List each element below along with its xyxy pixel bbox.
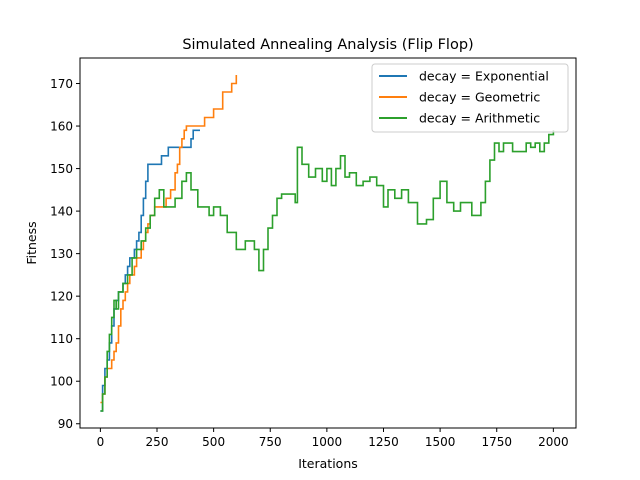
x-tick-label-4: 1000 xyxy=(312,435,343,449)
x-tick-label-3: 750 xyxy=(259,435,282,449)
y-tick-label-6: 150 xyxy=(50,162,73,176)
chart-title: Simulated Annealing Analysis (Flip Flop) xyxy=(182,37,473,53)
x-tick-label-0: 0 xyxy=(97,435,105,449)
y-tick-label-4: 130 xyxy=(50,247,73,261)
y-tick-label-7: 160 xyxy=(50,120,73,134)
x-tick-label-7: 1750 xyxy=(481,435,512,449)
y-tick-label-8: 170 xyxy=(50,77,73,91)
y-tick-label-3: 120 xyxy=(50,290,73,304)
y-tick-label-1: 100 xyxy=(50,375,73,389)
plot-frame xyxy=(79,57,577,429)
x-axis-label: Iterations xyxy=(298,456,358,471)
x-axis-ticks: 0 250 500 750 1000 1250 1500 1750 2000 xyxy=(97,428,569,449)
x-tick-label-2: 500 xyxy=(202,435,225,449)
legend-label-geometric: decay = Geometric xyxy=(419,90,540,105)
legend: decay = Exponential decay = Geometric de… xyxy=(371,63,569,133)
series-line-2 xyxy=(100,130,555,412)
legend-label-exponential: decay = Exponential xyxy=(419,69,549,84)
x-tick-label-6: 1500 xyxy=(425,435,456,449)
series-layer xyxy=(100,75,555,412)
x-tick-label-1: 250 xyxy=(146,435,169,449)
legend-box xyxy=(371,63,569,133)
y-axis-label: Fitness xyxy=(24,221,39,264)
legend-label-arithmetic: decay = Arithmetic xyxy=(419,111,540,126)
x-tick-label-5: 1250 xyxy=(368,435,399,449)
x-tick-label-8: 2000 xyxy=(538,435,569,449)
y-axis-ticks: 90 100 110 120 130 140 150 160 170 xyxy=(50,77,80,431)
y-tick-label-2: 110 xyxy=(50,332,73,346)
y-tick-label-5: 140 xyxy=(50,205,73,219)
y-tick-label-0: 90 xyxy=(58,417,73,431)
